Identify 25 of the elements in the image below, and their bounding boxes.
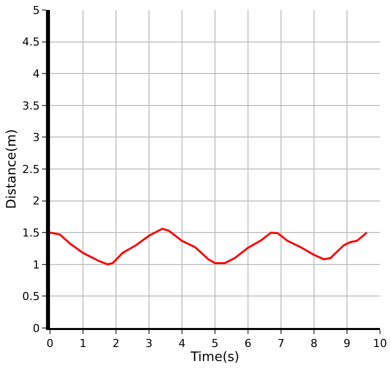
x-tick-label: 6 — [244, 337, 252, 350]
x-tick-label: 3 — [146, 337, 152, 350]
y-tick-label: 3 — [32, 131, 40, 144]
y-tick-label: 3.5 — [22, 99, 40, 112]
y-axis-title: Distance(m) — [4, 129, 20, 209]
x-axis-title: Time(s) — [190, 350, 240, 366]
x-tick-label: 8 — [310, 337, 318, 350]
y-tick-label: 2 — [32, 194, 40, 208]
y-tick-label: 5 — [32, 4, 40, 17]
x-tick-label: 9 — [344, 337, 350, 350]
x-tick-label: 7 — [278, 337, 284, 350]
x-tick-label: 2 — [112, 337, 120, 350]
x-tick-label: 4 — [178, 337, 186, 350]
y-tick-label: 0 — [32, 322, 40, 335]
y-tick-label: 0.5 — [22, 290, 40, 304]
y-tick-label: 2.5 — [22, 162, 40, 176]
y-tick-label: 4 — [32, 67, 40, 80]
x-tick-label: 5 — [212, 337, 218, 350]
x-tick-label: 0 — [46, 337, 54, 350]
y-tick-label: 4.5 — [22, 36, 40, 49]
x-tick-label: 1 — [80, 337, 86, 350]
line-series — [50, 228, 368, 266]
y-tick-label: 1 — [32, 258, 40, 272]
y-tick-label: 1.5 — [22, 226, 40, 240]
x-tick-label: 10 — [373, 337, 387, 350]
